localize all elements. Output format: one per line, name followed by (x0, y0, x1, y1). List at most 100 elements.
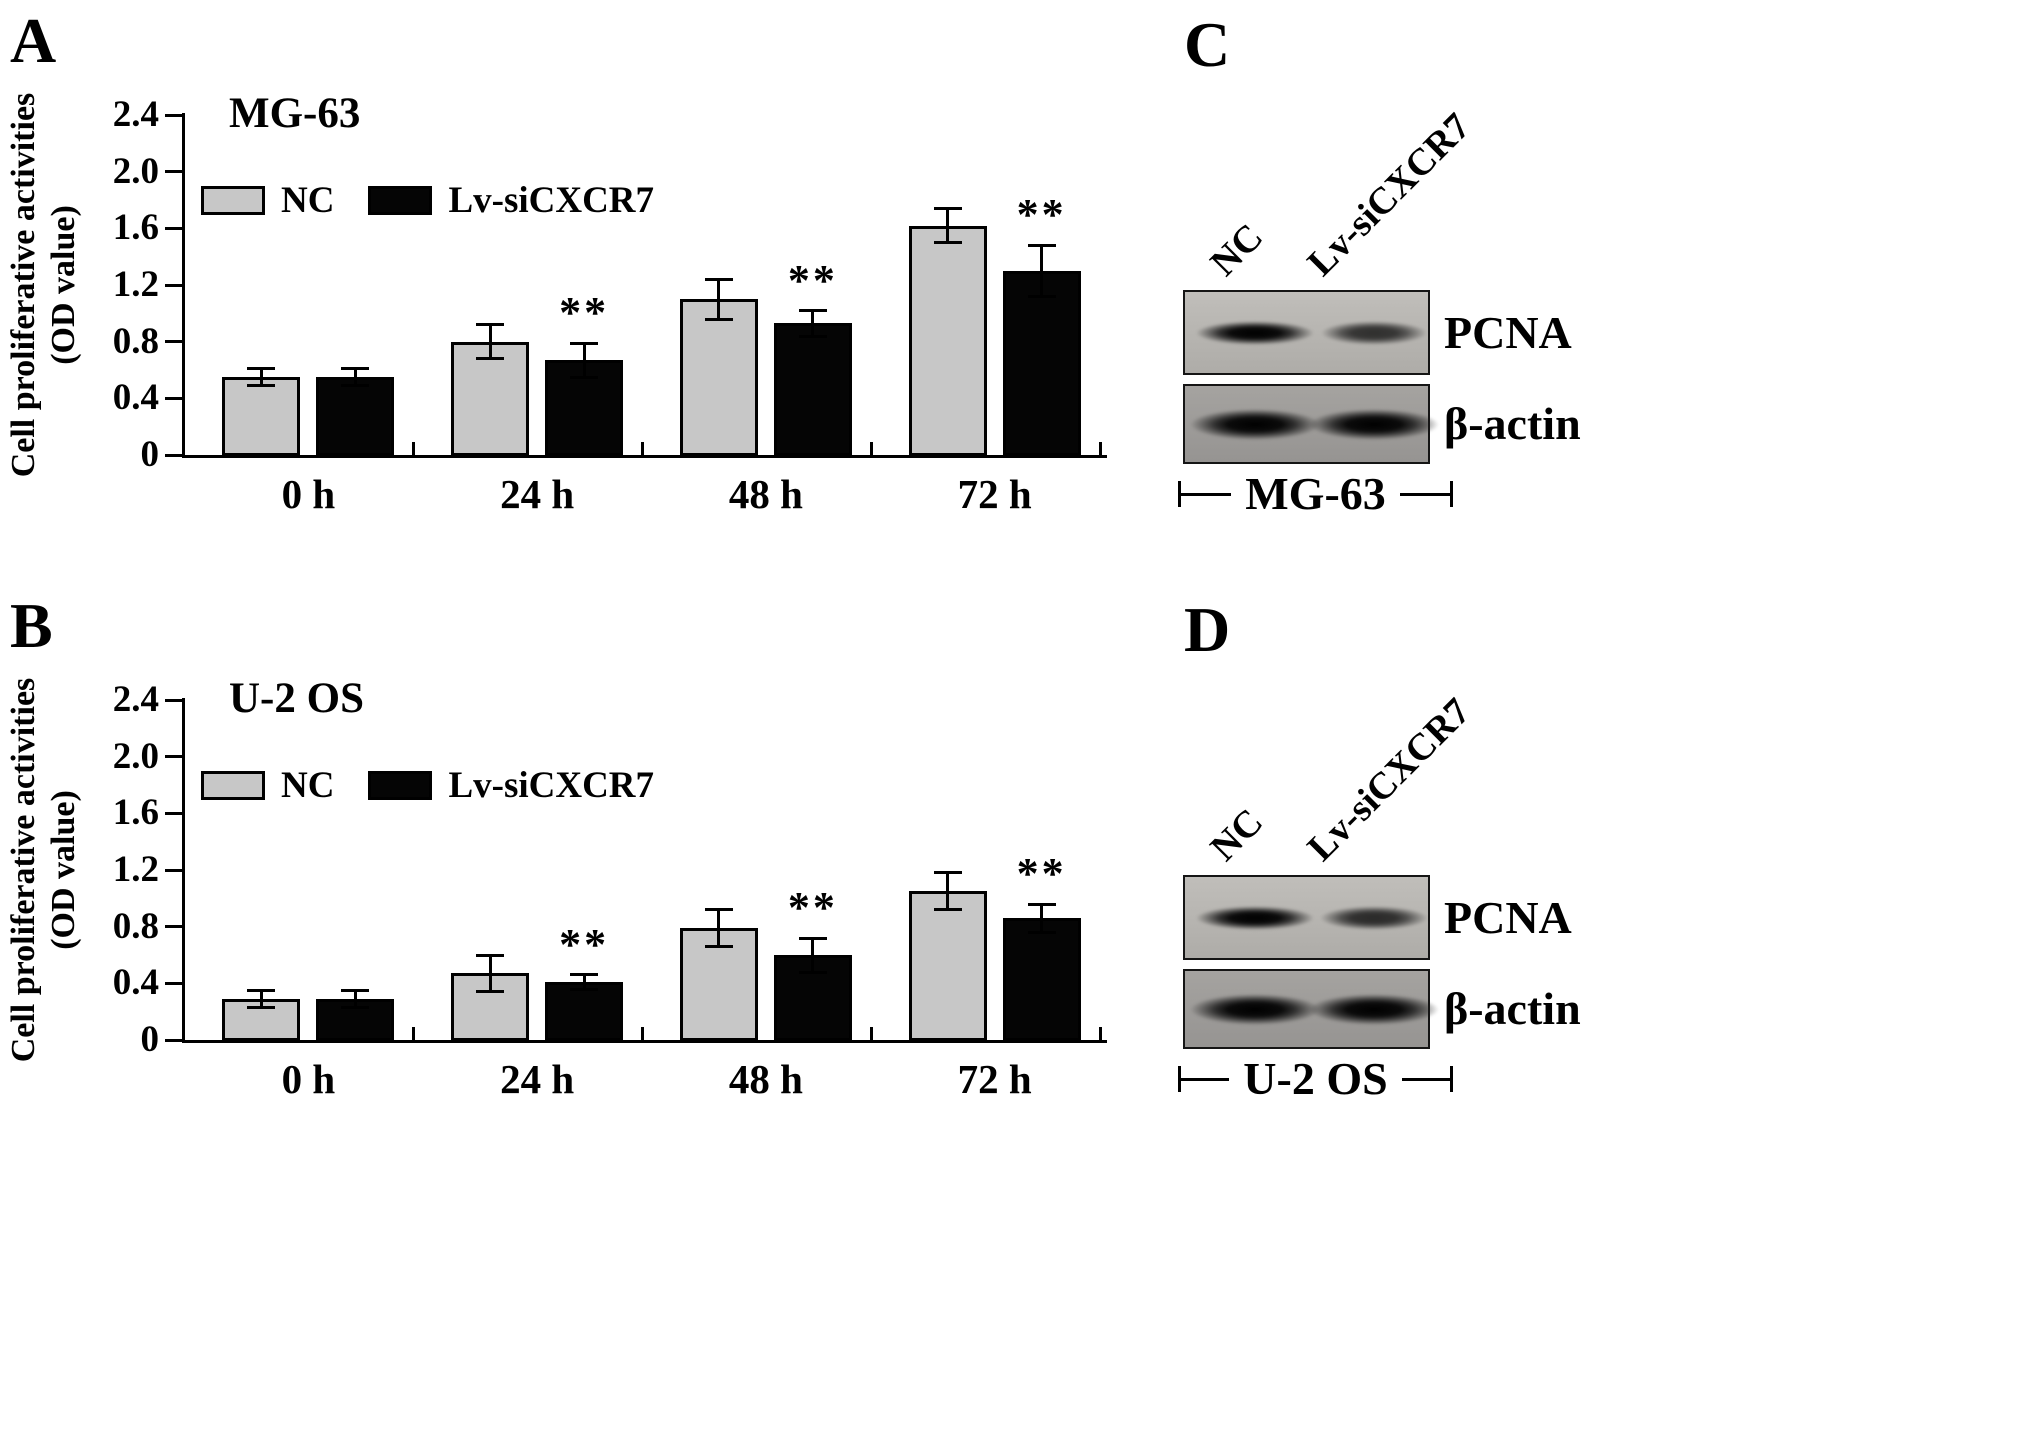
y-tick-label: 2.4 (112, 679, 159, 720)
bar (451, 341, 530, 456)
panel-a-letter: A (10, 5, 57, 76)
y-tick (165, 811, 182, 815)
error-bar (946, 872, 950, 910)
x-tick (1098, 442, 1102, 455)
y-tick (165, 453, 182, 457)
panel-c-western-blot: NC Lv-siCXCR7 PCNA β-actin MG-63 (1150, 0, 2031, 585)
error-bar-cap (341, 988, 370, 992)
protein-band (1190, 993, 1320, 1025)
error-bar-cap (933, 871, 962, 875)
error-bar-cap (476, 990, 505, 994)
panel-b-letter: B (10, 590, 53, 661)
bar (222, 377, 301, 456)
legend-swatch (368, 186, 433, 215)
error-bar-cap (798, 334, 827, 338)
y-tick (165, 113, 182, 117)
error-bar-cap (798, 309, 827, 312)
blot-row-label: PCNA (1444, 306, 1572, 358)
legend-label: NC (281, 765, 335, 806)
x-axis (182, 1040, 1107, 1043)
y-tick (165, 981, 182, 985)
protein-band (1196, 905, 1314, 930)
error-bar-cap (933, 908, 962, 912)
error-bar (811, 938, 815, 972)
significance-marker: ** (787, 255, 838, 305)
y-tick-label: 0 (140, 1019, 160, 1060)
y-tick-label: 0.8 (112, 905, 159, 947)
significance-marker: ** (787, 883, 838, 932)
error-bar-cap (476, 953, 505, 957)
error-bar (259, 368, 263, 386)
blot-strip (1183, 290, 1430, 375)
error-bar-cap (570, 973, 599, 977)
panel-b: B Cell proliferative activities (OD valu… (0, 585, 1150, 1435)
panel-c-letter: C (1184, 9, 1231, 80)
error-bar-cap (570, 341, 599, 345)
x-tick-label: 48 h (728, 1056, 803, 1102)
bar (1002, 270, 1081, 456)
panel-c: C NC Lv-siCXCR7 PCNA β-actin MG-63 (1150, 0, 2031, 585)
x-tick (412, 1027, 416, 1040)
y-tick-label: 2.4 (112, 94, 159, 135)
error-bar-cap (341, 1005, 370, 1009)
x-axis (182, 455, 1107, 458)
legend-swatch (201, 186, 265, 215)
y-tick-label: 1.6 (112, 792, 159, 834)
error-bar-cap (704, 277, 733, 281)
error-bar (582, 343, 586, 378)
y-tick-label: 1.2 (112, 264, 159, 305)
blot-row-label: β-actin (1444, 398, 1581, 449)
error-bar-cap (1027, 902, 1056, 906)
protein-band (1309, 993, 1439, 1025)
error-bar-cap (341, 384, 370, 388)
x-tick (641, 1027, 644, 1040)
y-tick (165, 396, 182, 400)
error-bar (488, 955, 492, 992)
significance-marker: ** (559, 288, 610, 338)
y-tick (165, 755, 182, 759)
lane-label: NC (1202, 215, 1272, 285)
x-tick-label: 48 h (728, 471, 803, 517)
legend-swatch (201, 771, 265, 800)
protein-band (1309, 408, 1439, 440)
bar (773, 323, 852, 456)
bracket-line (1401, 1077, 1450, 1081)
y-tick (165, 340, 182, 344)
error-bar (717, 909, 721, 947)
panel-d-western-blot: NC Lv-siCXCR7 PCNA β-actin U-2 OS (1150, 585, 2031, 1435)
blot-row-label: β-actin (1444, 983, 1581, 1034)
panel-d: D NC Lv-siCXCR7 PCNA β-actin U-2 OS (1150, 585, 2031, 1435)
y-tick-label: 1.2 (112, 849, 159, 890)
bracket-left-end (1178, 481, 1181, 507)
error-bar (259, 990, 263, 1008)
error-bar-cap (933, 207, 962, 210)
error-bar-cap (476, 357, 505, 361)
error-bar-cap (798, 970, 827, 974)
y-tick-label: 0 (140, 434, 160, 475)
x-tick-label: 72 h (957, 1056, 1032, 1102)
chart-title: U-2 OS (229, 675, 364, 722)
y-axis (182, 113, 185, 458)
bracket-left-end (1178, 1066, 1181, 1092)
panel-b-bar-chart: 0 0.4 0.8 1.2 1.6 2.0 2.4 U-2 OS NC Lv-siCXCR7 0 h… (0, 585, 1150, 1435)
protein-band (1320, 905, 1428, 930)
x-tick (869, 1027, 873, 1040)
bar (316, 377, 395, 456)
bar (773, 955, 852, 1041)
y-tick (165, 170, 182, 174)
error-bar-cap (1027, 930, 1056, 934)
error-bar (353, 368, 357, 386)
blot-strip (1183, 384, 1439, 464)
significance-marker: ** (559, 919, 610, 969)
error-bar-cap (704, 908, 733, 912)
error-bar-cap (570, 375, 599, 379)
error-bar-cap (247, 1005, 276, 1009)
error-bar-cap (570, 987, 599, 991)
error-bar-cap (476, 323, 505, 327)
y-tick-label: 1.6 (112, 207, 159, 249)
x-tick-label: 0 h (281, 1056, 336, 1102)
bracket-line (1399, 492, 1451, 496)
bracket-right-end (1450, 1066, 1453, 1092)
protein-band (1320, 320, 1428, 345)
